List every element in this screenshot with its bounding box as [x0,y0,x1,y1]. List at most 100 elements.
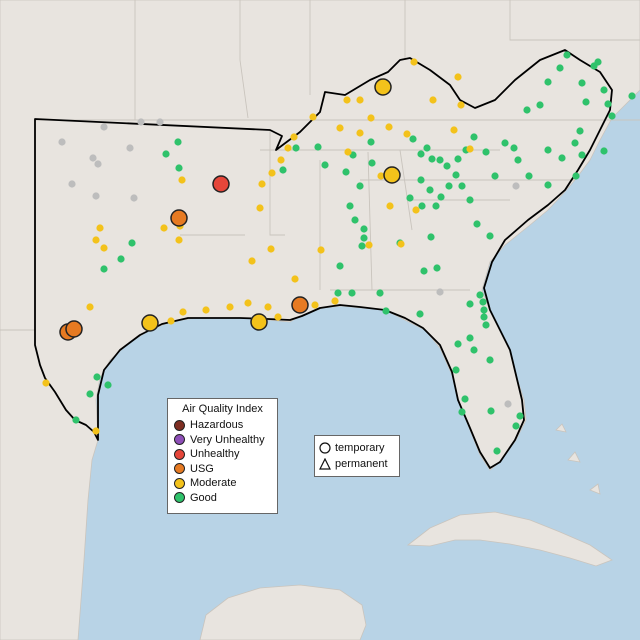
good-monitor-marker[interactable] [86,390,94,398]
good-monitor-marker[interactable] [466,300,474,308]
good-monitor-marker[interactable] [420,267,428,275]
good-monitor-marker[interactable] [461,395,469,403]
no-data-monitor-marker[interactable] [130,194,138,202]
good-monitor-marker[interactable] [367,138,375,146]
good-monitor-marker[interactable] [466,196,474,204]
moderate-monitor-marker[interactable] [356,129,364,137]
moderate-monitor-marker[interactable] [96,224,104,232]
good-monitor-marker[interactable] [348,289,356,297]
good-monitor-marker[interactable] [572,172,580,180]
good-monitor-marker[interactable] [608,112,616,120]
good-monitor-marker[interactable] [279,166,287,174]
good-monitor-marker[interactable] [470,133,478,141]
good-monitor-marker[interactable] [342,168,350,176]
moderate-monitor-marker[interactable] [410,58,418,66]
good-monitor-marker[interactable] [417,150,425,158]
good-monitor-marker[interactable] [360,225,368,233]
moderate-monitor-marker[interactable] [244,299,252,307]
usg-monitor-temporary-marker[interactable] [65,320,83,338]
moderate-monitor-marker[interactable] [331,297,339,305]
good-monitor-marker[interactable] [175,164,183,172]
good-monitor-marker[interactable] [493,447,501,455]
moderate-monitor-marker[interactable] [367,114,375,122]
good-monitor-marker[interactable] [563,51,571,59]
good-monitor-marker[interactable] [628,92,636,100]
moderate-monitor-marker[interactable] [268,169,276,177]
moderate-monitor-marker[interactable] [86,303,94,311]
good-monitor-marker[interactable] [426,186,434,194]
moderate-monitor-marker[interactable] [412,206,420,214]
good-monitor-marker[interactable] [428,155,436,163]
good-monitor-marker[interactable] [454,155,462,163]
good-monitor-marker[interactable] [486,356,494,364]
good-monitor-marker[interactable] [416,310,424,318]
good-monitor-marker[interactable] [454,340,462,348]
good-monitor-marker[interactable] [427,233,435,241]
good-monitor-marker[interactable] [452,171,460,179]
good-monitor-marker[interactable] [480,306,488,314]
moderate-monitor-marker[interactable] [429,96,437,104]
good-monitor-marker[interactable] [556,64,564,72]
good-monitor-marker[interactable] [516,412,524,420]
moderate-monitor-marker[interactable] [450,126,458,134]
usg-monitor-temporary-marker[interactable] [291,296,309,314]
good-monitor-marker[interactable] [368,159,376,167]
good-monitor-marker[interactable] [525,172,533,180]
good-monitor-marker[interactable] [482,321,490,329]
good-monitor-marker[interactable] [523,106,531,114]
good-monitor-marker[interactable] [162,150,170,158]
good-monitor-marker[interactable] [604,100,612,108]
good-monitor-marker[interactable] [406,194,414,202]
good-monitor-marker[interactable] [174,138,182,146]
moderate-monitor-marker[interactable] [336,124,344,132]
good-monitor-marker[interactable] [72,416,80,424]
good-monitor-marker[interactable] [544,181,552,189]
moderate-monitor-marker[interactable] [466,145,474,153]
good-monitor-marker[interactable] [501,139,509,147]
unhealthy-monitor-temporary-marker[interactable] [212,175,230,193]
good-monitor-marker[interactable] [445,182,453,190]
moderate-monitor-marker[interactable] [386,202,394,210]
moderate-monitor-marker[interactable] [377,172,385,180]
good-monitor-marker[interactable] [491,172,499,180]
no-data-monitor-marker[interactable] [58,138,66,146]
good-monitor-marker[interactable] [473,220,481,228]
moderate-monitor-marker[interactable] [454,73,462,81]
good-monitor-marker[interactable] [582,98,590,106]
no-data-monitor-marker[interactable] [137,118,145,126]
good-monitor-marker[interactable] [600,147,608,155]
moderate-monitor-marker[interactable] [167,317,175,325]
moderate-monitor-marker[interactable] [344,148,352,156]
moderate-monitor-marker[interactable] [397,240,405,248]
good-monitor-marker[interactable] [93,373,101,381]
moderate-monitor-marker[interactable] [179,308,187,316]
good-monitor-marker[interactable] [482,148,490,156]
no-data-monitor-marker[interactable] [94,160,102,168]
good-monitor-marker[interactable] [432,202,440,210]
good-monitor-marker[interactable] [470,346,478,354]
good-monitor-marker[interactable] [382,307,390,315]
good-monitor-marker[interactable] [458,182,466,190]
moderate-monitor-marker[interactable] [248,257,256,265]
good-monitor-marker[interactable] [321,161,329,169]
no-data-monitor-marker[interactable] [92,192,100,200]
moderate-monitor-marker[interactable] [309,113,317,121]
good-monitor-marker[interactable] [458,408,466,416]
no-data-monitor-marker[interactable] [68,180,76,188]
moderate-monitor-temporary-marker[interactable] [141,314,159,332]
good-monitor-marker[interactable] [423,144,431,152]
good-monitor-marker[interactable] [417,176,425,184]
good-monitor-marker[interactable] [578,151,586,159]
good-monitor-marker[interactable] [336,262,344,270]
good-monitor-marker[interactable] [576,127,584,135]
no-data-monitor-marker[interactable] [126,144,134,152]
moderate-monitor-temporary-marker[interactable] [374,78,392,96]
good-monitor-marker[interactable] [376,289,384,297]
no-data-monitor-marker[interactable] [436,288,444,296]
good-monitor-marker[interactable] [437,193,445,201]
good-monitor-marker[interactable] [346,202,354,210]
moderate-monitor-marker[interactable] [317,246,325,254]
no-data-monitor-marker[interactable] [504,400,512,408]
good-monitor-marker[interactable] [128,239,136,247]
good-monitor-marker[interactable] [351,216,359,224]
